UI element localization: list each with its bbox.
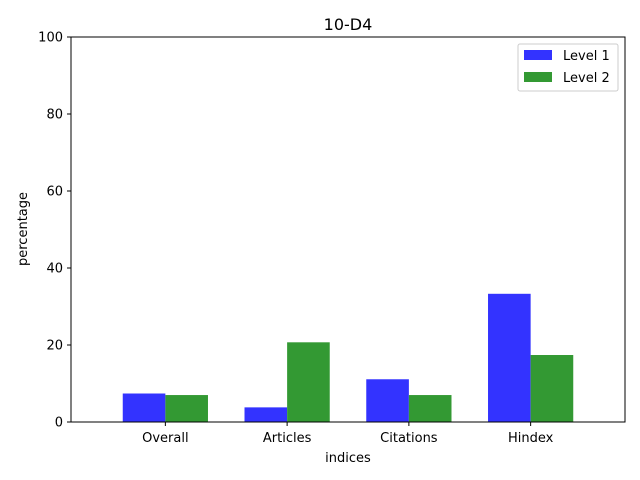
bar-level-2-citations	[408, 395, 452, 422]
x-tick-label-hindex: Hindex	[508, 431, 554, 446]
y-tick-label: 80	[46, 108, 63, 123]
x-axis-label: indices	[325, 451, 371, 466]
y-tick-label: 40	[46, 262, 63, 277]
legend-swatch-level-1	[524, 50, 552, 60]
x-tick-label-overall: Overall	[142, 431, 188, 446]
bar-level-2-articles	[287, 342, 330, 422]
x-axis-ticks: Overall Articles Citations Hindex	[142, 422, 554, 446]
y-tick-label: 20	[46, 339, 63, 354]
y-tick-label: 60	[46, 185, 63, 200]
bar-level-1-articles	[244, 407, 288, 422]
x-tick-label-citations: Citations	[380, 431, 438, 446]
bar-level-2-hindex	[530, 355, 574, 422]
y-tick-label: 0	[55, 416, 63, 431]
bar-level-2-overall	[165, 395, 208, 422]
x-tick-label-articles: Articles	[263, 431, 312, 446]
y-axis-ticks: 0 20 40 60 80 100	[38, 31, 71, 431]
y-tick-label: 100	[38, 31, 63, 46]
bar-level-1-overall	[122, 393, 166, 422]
chart-title: 10-D4	[324, 15, 373, 34]
bars-group	[122, 293, 574, 422]
bar-level-1-hindex	[488, 293, 531, 422]
plot-frame	[70, 36, 626, 423]
legend-swatch-level-2	[524, 72, 552, 82]
legend: Level 1 Level 2	[517, 43, 619, 92]
legend-label-level-2: Level 2	[563, 71, 610, 86]
bar-level-1-citations	[366, 379, 409, 422]
legend-label-level-1: Level 1	[563, 49, 610, 64]
y-axis-label: percentage	[16, 192, 31, 266]
